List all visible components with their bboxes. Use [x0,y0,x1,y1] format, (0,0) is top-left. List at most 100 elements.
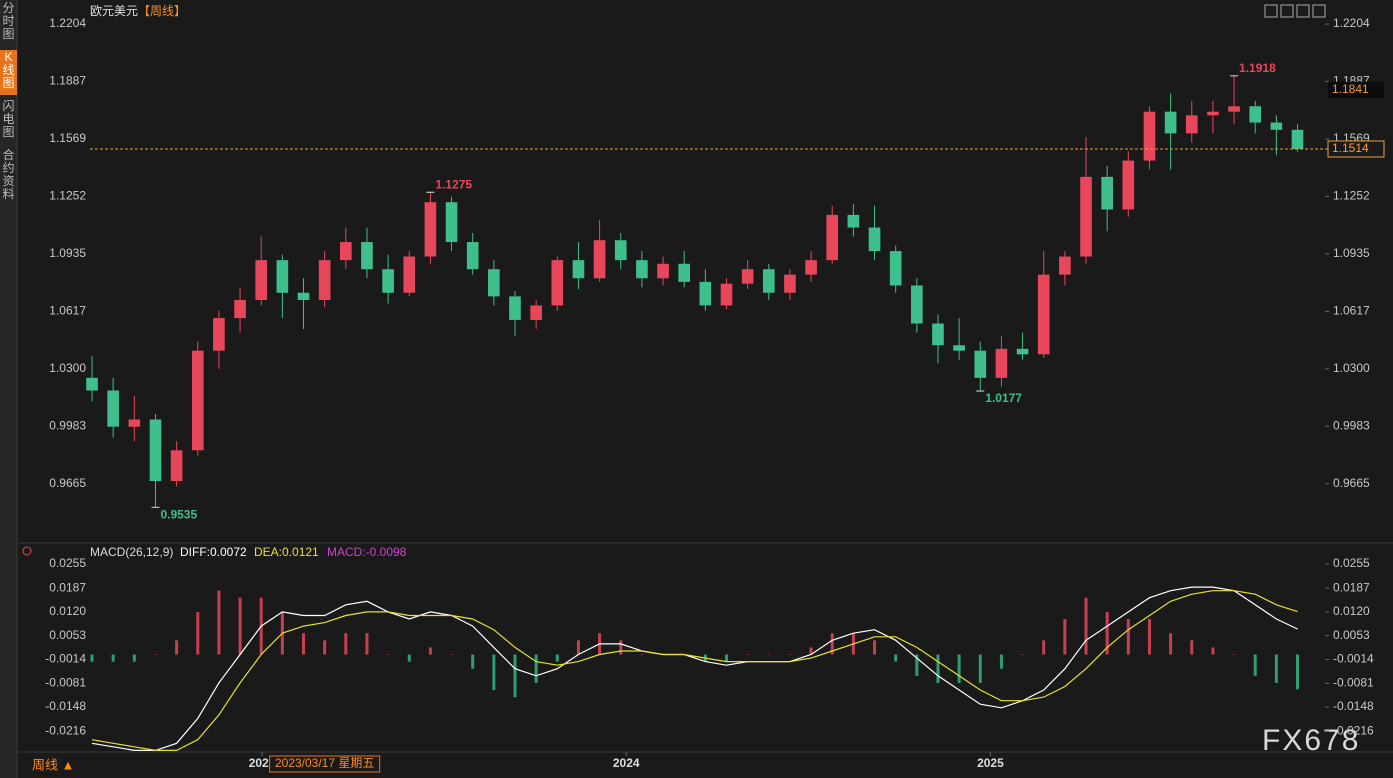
macd-bar [1190,640,1194,655]
macd-bar [513,654,517,698]
y-tick-label-right: 0.9665 [1333,476,1370,490]
marker-price-label: 1.1841 [1332,82,1369,96]
watermark: FX678 [1262,724,1360,757]
macd-bar [111,654,115,662]
candle-body [911,285,923,324]
y-tick-label-right: 0.0255 [1333,556,1370,570]
y-tick-label-right: -0.0081 [1333,675,1374,689]
y-tick-label: -0.0216 [45,723,86,737]
candle-body [889,251,902,286]
macd-bar [471,654,475,669]
y-tick-label: -0.0081 [45,675,86,689]
candle-body [276,260,289,293]
y-tick-label-right: -0.0014 [1333,652,1374,666]
tool-button[interactable] [1312,4,1326,18]
tool-button[interactable] [1280,4,1294,18]
tool-button[interactable] [1264,4,1278,18]
y-tick-label: 1.0935 [49,246,86,260]
y-tick-label: -0.0014 [45,652,86,666]
macd-bar [1105,611,1109,655]
macd-bar [365,633,369,655]
candle-body [784,274,796,293]
candle-body [1143,111,1156,161]
macd-bar [153,654,157,656]
macd-bar [1232,654,1236,656]
toolbar [1264,4,1326,18]
candle-body [1291,129,1304,149]
candle-body [699,281,712,306]
sidebar-tab[interactable]: 闪电图 [2,99,14,139]
y-tick-label: 0.0255 [49,556,86,570]
sidebar-tab[interactable]: 分时图 [2,1,14,41]
candle-body [191,350,204,451]
macd-bar [1042,640,1046,655]
candle-body [995,348,1008,378]
macd-bar [1084,597,1088,655]
candle-body [424,202,437,257]
macd-bar [238,597,242,655]
candle-body [1037,274,1050,355]
y-tick-label: 1.2204 [49,16,86,30]
candle-body [657,263,669,279]
y-tick-label-right: 1.0617 [1333,304,1370,318]
macd-bar [1147,619,1151,655]
candle-body [1185,115,1198,134]
candle-body [403,256,416,293]
candle-body [1122,160,1135,210]
macd-bar [746,654,750,656]
macd-bar [640,654,644,656]
chart-subtitle: 【周线】 [138,4,186,18]
sidebar [0,0,17,778]
y-tick-label-right: 1.0935 [1333,246,1370,260]
macd-bar [894,654,898,662]
macd-bar [809,647,813,655]
candle-body [805,260,817,275]
candle-body [678,263,691,282]
macd-bar [1021,654,1025,656]
candle-body [720,283,733,306]
y-tick-label-right: 1.0300 [1333,361,1370,375]
y-tick-label-right: 1.2204 [1333,16,1370,30]
macd-bar [217,590,221,655]
period-tab[interactable]: 周线 ▲ [32,757,74,772]
y-tick-label-right: 0.0053 [1333,628,1370,642]
y-tick-label: 0.0053 [49,628,86,642]
y-tick-label: 0.9665 [49,476,86,490]
macd-bar [915,654,919,676]
sidebar-tab-active [0,50,17,95]
y-tick-label-right: 1.1252 [1333,189,1370,203]
candle-body [445,202,458,243]
macd-bar [196,611,200,655]
macd-bar [1126,619,1130,655]
tool-button[interactable] [1296,4,1310,18]
candle-body [974,350,987,378]
macd-bar [936,654,940,683]
macd-bar [386,654,390,656]
candle-body [318,260,331,300]
candle-body [149,419,162,482]
macd-bar [132,654,136,662]
y-tick-label: 0.0187 [49,580,86,594]
macd-bar [873,640,877,655]
candle-body [107,390,119,427]
candle-body [551,260,564,306]
sidebar-tab[interactable]: K 线图 [2,50,14,90]
y-tick-label: -0.0148 [45,699,86,713]
candle-body [741,269,754,284]
candle-body [255,260,268,300]
candle-body [572,260,585,279]
macd-bar [724,654,728,662]
macd-bar [302,633,306,655]
macd-bar [492,654,496,691]
x-tick-label: 2025 [977,756,1004,770]
macd-value-label: MACD:-0.0098 [327,545,407,559]
macd-bar [450,654,454,656]
candle-body [1270,122,1283,130]
candle-body [1249,106,1262,123]
y-tick-label: 0.9983 [49,418,86,432]
candle-body [953,345,965,351]
last-price-label: 1.1514 [1332,141,1369,155]
candle-body [826,214,839,261]
macd-icon[interactable] [22,546,32,556]
sidebar-tab[interactable]: 合约资料 [2,147,14,201]
